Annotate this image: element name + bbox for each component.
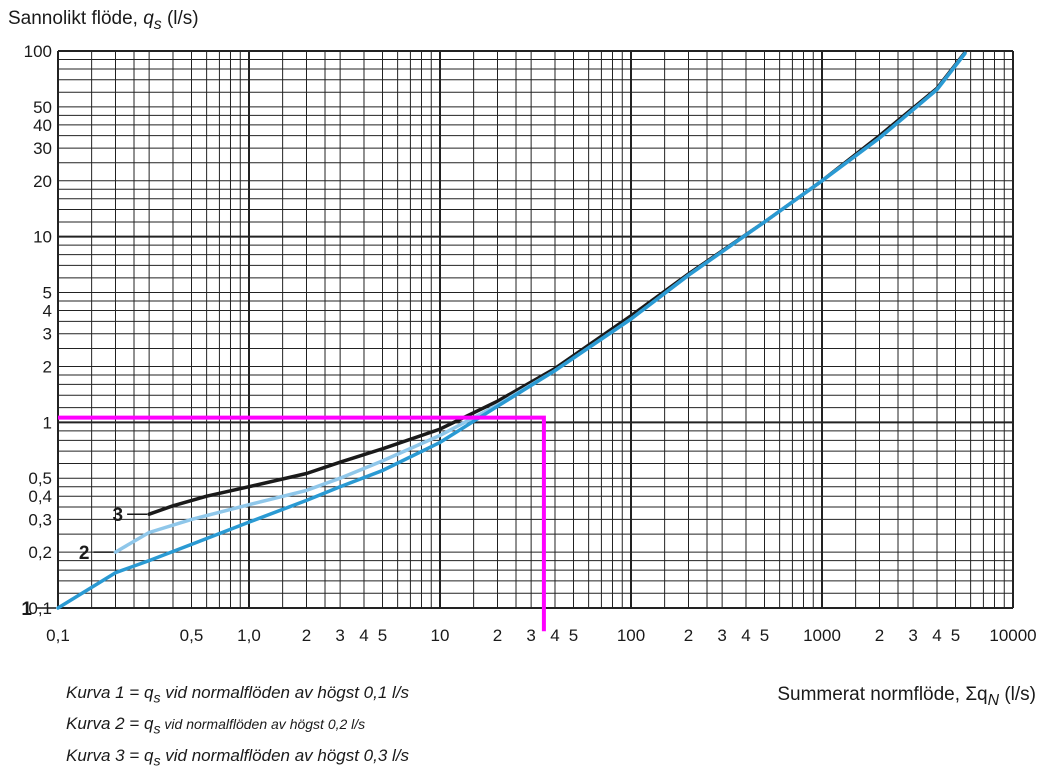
legend-item: Kurva 1 = qs vid normalflöden av högst 0… xyxy=(66,683,410,707)
y-tick-label: 0,1 xyxy=(28,599,52,618)
annotation-path xyxy=(58,415,546,632)
x-tick-label: 2 xyxy=(302,626,311,645)
curve-1-line xyxy=(56,51,967,610)
y-tick-label: 2 xyxy=(43,357,52,376)
y-tick-label: 4 xyxy=(43,302,52,321)
y-tick-label: 40 xyxy=(33,116,52,135)
y-tick-label: 0,4 xyxy=(28,487,52,506)
x-tick-label: 0,1 xyxy=(46,626,70,645)
y-tick-label: 0,2 xyxy=(28,543,52,562)
x-tick-label: 5 xyxy=(569,626,578,645)
y-tick-label: 0,3 xyxy=(28,510,52,529)
x-tick-label: 4 xyxy=(741,626,750,645)
x-tick-label: 10 xyxy=(431,626,450,645)
y-tick-label: 10 xyxy=(33,228,52,247)
x-tick-label: 4 xyxy=(932,626,941,645)
x-tick-label: 2 xyxy=(684,626,693,645)
x-axis-label: Summerat normflöde, ΣqN (l/s) xyxy=(777,684,1036,709)
y-tick-label: 20 xyxy=(33,172,52,191)
x-tick-label: 1,0 xyxy=(237,626,261,645)
x-tick-label: 5 xyxy=(760,626,769,645)
x-tick-labels: 0,1 0,5 1,0 2 3 4 5 10 2 3 4 5 100 2 3 4 5 1000 2 3 4 5 10000 xyxy=(46,626,1036,645)
y-tick-label: 100 xyxy=(24,42,52,61)
curve-1-label: 1 xyxy=(21,599,32,620)
x-tick-label: 3 xyxy=(335,626,344,645)
x-tick-label: 4 xyxy=(550,626,559,645)
curve-labels: 1 2 3 xyxy=(21,505,148,620)
grid xyxy=(57,50,1014,609)
annotation-line xyxy=(58,415,546,632)
curve-3-label: 3 xyxy=(113,505,124,526)
x-tick-label: 4 xyxy=(359,626,368,645)
y-tick-label: 0,5 xyxy=(28,469,52,488)
x-tick-label: 3 xyxy=(908,626,917,645)
x-tick-label: 1000 xyxy=(803,626,841,645)
x-tick-label: 0,5 xyxy=(180,626,204,645)
y-axis-label: Sannolikt flöde, qs (l/s) xyxy=(8,8,199,33)
x-tick-label: 5 xyxy=(951,626,960,645)
y-tick-label: 1 xyxy=(43,413,52,432)
y-tick-label: 5 xyxy=(43,284,52,303)
x-tick-label: 2 xyxy=(875,626,884,645)
y-tick-label: 30 xyxy=(33,139,52,158)
curves xyxy=(56,50,967,610)
x-tick-label: 3 xyxy=(526,626,535,645)
curve-2-line xyxy=(113,51,967,554)
legend-item: Kurva 3 = qs vid normalflöden av högst 0… xyxy=(66,745,410,770)
x-tick-label: 3 xyxy=(717,626,726,645)
x-tick-label: 100 xyxy=(617,626,645,645)
y-tick-label: 3 xyxy=(43,325,52,344)
x-tick-label: 2 xyxy=(493,626,502,645)
legend-item: Kurva 2 = qs vid normalflöden av högst 0… xyxy=(66,714,366,738)
y-tick-label: 50 xyxy=(33,98,52,117)
curve-3-line xyxy=(147,50,967,516)
curve-2-label: 2 xyxy=(79,543,90,564)
x-tick-label: 10000 xyxy=(989,626,1036,645)
x-tick-label: 5 xyxy=(378,626,387,645)
